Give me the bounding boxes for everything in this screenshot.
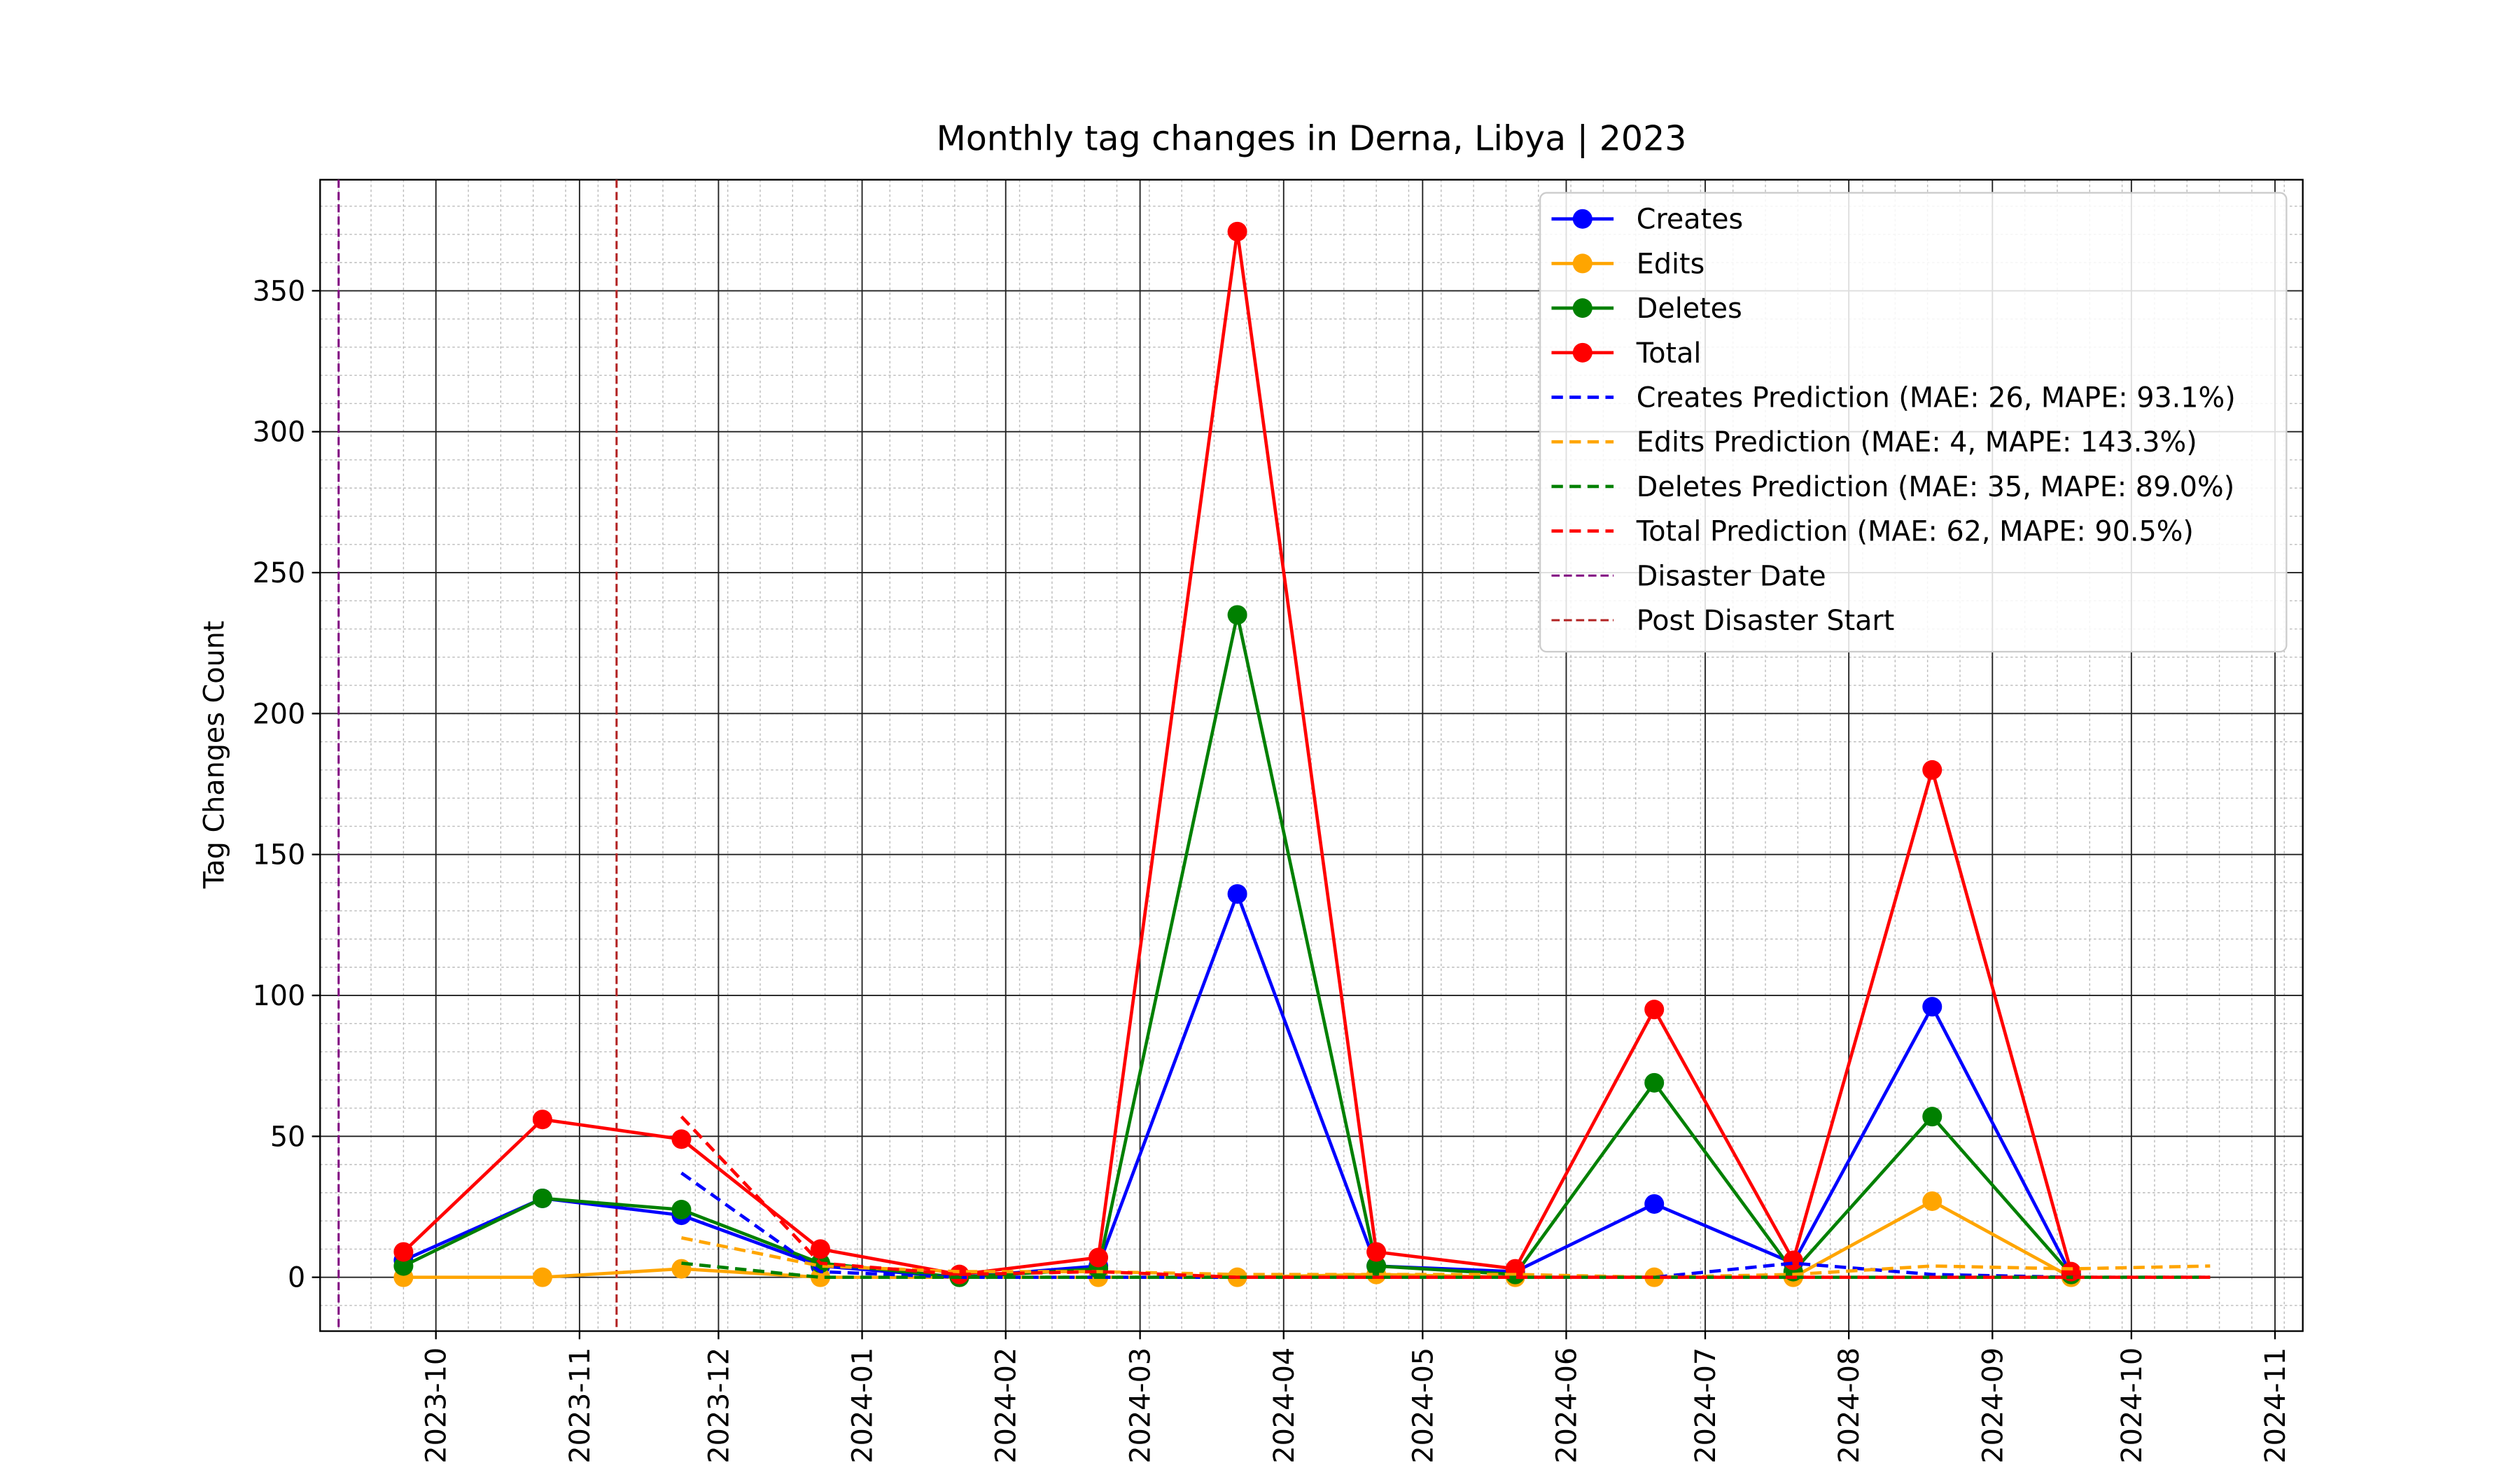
legend-label: Total Prediction (MAE: 62, MAPE: 90.5%) <box>1636 516 2194 548</box>
data-point <box>1644 1072 1665 1093</box>
data-point <box>671 1259 692 1279</box>
data-point <box>811 1239 831 1259</box>
y-tick-label: 0 <box>288 1262 305 1294</box>
x-tick-label: 2024-02 <box>990 1348 1023 1464</box>
data-point <box>1227 884 1247 904</box>
y-tick-label: 200 <box>253 698 306 730</box>
legend-label: Edits <box>1637 248 1704 280</box>
x-tick-label: 2024-07 <box>1690 1348 1722 1464</box>
x-tick-label: 2024-01 <box>847 1348 879 1464</box>
x-tick-label: 2024-04 <box>1268 1348 1301 1464</box>
data-point <box>1366 1256 1387 1276</box>
y-axis-label: Tag Changes Count <box>199 621 231 890</box>
x-axis-label: Date <box>1273 1468 1340 1470</box>
x-tick-label: 2024-03 <box>1125 1348 1157 1464</box>
legend-label: Deletes <box>1637 293 1742 325</box>
x-tick-label: 2023-11 <box>564 1348 596 1464</box>
y-tick-label: 300 <box>253 416 306 449</box>
data-point <box>1783 1250 1803 1270</box>
legend-marker <box>1572 342 1592 363</box>
x-tick-label: 2024-08 <box>1833 1348 1865 1464</box>
legend: Creates Edits Deletes Total Creates Predicti… <box>1539 192 2288 653</box>
data-point <box>1227 221 1247 241</box>
data-point <box>1644 1000 1665 1020</box>
legend-label: Creates <box>1637 204 1743 236</box>
legend-label: Disaster Date <box>1637 560 1826 592</box>
data-point <box>1922 1107 1942 1127</box>
data-point <box>393 1242 414 1262</box>
y-tick-label: 50 <box>270 1121 305 1153</box>
legend-label: Deletes Prediction (MAE: 35, MAPE: 89.0%… <box>1637 471 2234 503</box>
series-line <box>402 889 2073 1280</box>
x-tick-label: 2024-10 <box>2116 1348 2148 1464</box>
legend-marker <box>1572 209 1592 229</box>
data-point <box>1227 605 1247 625</box>
y-tick-label: 150 <box>253 839 306 872</box>
legend-label: Edits Prediction (MAE: 4, MAPE: 143.3%) <box>1637 426 2197 458</box>
legend-label: Post Disaster Start <box>1637 605 1895 637</box>
legend-box <box>1539 192 2288 653</box>
data-point <box>532 1188 552 1208</box>
data-point <box>811 1267 831 1287</box>
data-point <box>532 1267 552 1287</box>
data-point <box>1922 997 1942 1017</box>
plot-frame <box>319 178 2304 1332</box>
data-point <box>671 1200 692 1220</box>
data-point <box>1922 760 1942 780</box>
y-tick-label: 250 <box>253 557 306 589</box>
legend-label: Total <box>1636 337 1702 370</box>
x-tick-label: 2024-11 <box>2260 1348 2292 1464</box>
x-tick-label: 2024-05 <box>1407 1348 1439 1464</box>
data-point <box>1644 1194 1665 1214</box>
data-point <box>1922 1191 1942 1211</box>
x-tick-label: 2024-09 <box>1977 1348 2009 1464</box>
chart-title: Monthly tag changes in Derna, Libya | 20… <box>937 119 1687 159</box>
data-point <box>393 1256 414 1276</box>
legend-marker <box>1572 298 1592 318</box>
series-line <box>402 614 2073 1280</box>
legend-marker <box>1572 253 1592 274</box>
y-tick-label: 100 <box>253 980 306 1012</box>
data-point <box>1366 1242 1387 1262</box>
data-point <box>1088 1247 1109 1268</box>
series-line <box>680 1115 2211 1280</box>
legend-label: Creates Prediction (MAE: 26, MAPE: 93.1%… <box>1637 382 2236 414</box>
x-tick-label: 2023-12 <box>703 1348 735 1464</box>
series-line <box>681 1236 2211 1280</box>
x-tick-label: 2024-06 <box>1550 1348 1583 1464</box>
y-tick-label: 350 <box>253 275 306 307</box>
data-point <box>671 1129 692 1149</box>
data-point <box>532 1110 552 1130</box>
x-tick-label: 2023-10 <box>421 1348 453 1464</box>
